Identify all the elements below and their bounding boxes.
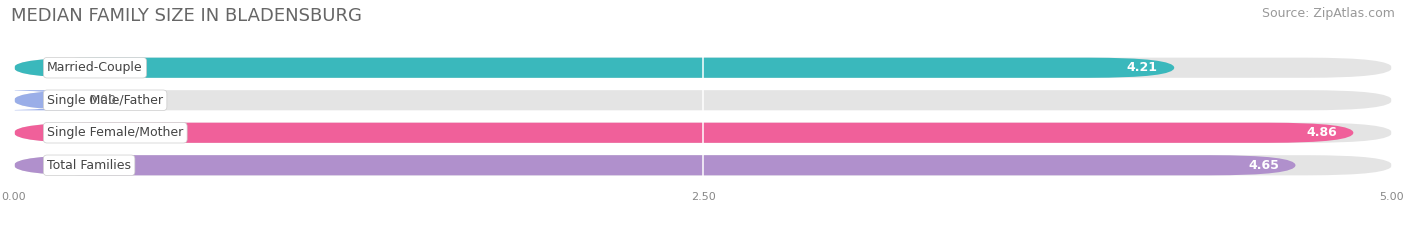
Text: 0.00: 0.00 bbox=[89, 94, 117, 107]
Text: Married-Couple: Married-Couple bbox=[48, 61, 143, 74]
FancyBboxPatch shape bbox=[14, 123, 1392, 143]
Text: 4.86: 4.86 bbox=[1306, 126, 1337, 139]
FancyBboxPatch shape bbox=[14, 58, 1174, 78]
FancyBboxPatch shape bbox=[14, 58, 1392, 78]
Text: 4.21: 4.21 bbox=[1126, 61, 1157, 74]
Text: Single Male/Father: Single Male/Father bbox=[48, 94, 163, 107]
Text: 4.65: 4.65 bbox=[1249, 159, 1279, 172]
FancyBboxPatch shape bbox=[0, 90, 100, 110]
Text: Single Female/Mother: Single Female/Mother bbox=[48, 126, 183, 139]
FancyBboxPatch shape bbox=[14, 155, 1392, 175]
FancyBboxPatch shape bbox=[14, 155, 1295, 175]
Text: MEDIAN FAMILY SIZE IN BLADENSBURG: MEDIAN FAMILY SIZE IN BLADENSBURG bbox=[11, 7, 363, 25]
FancyBboxPatch shape bbox=[14, 123, 1354, 143]
Text: Total Families: Total Families bbox=[48, 159, 131, 172]
FancyBboxPatch shape bbox=[14, 90, 1392, 110]
Text: Source: ZipAtlas.com: Source: ZipAtlas.com bbox=[1261, 7, 1395, 20]
